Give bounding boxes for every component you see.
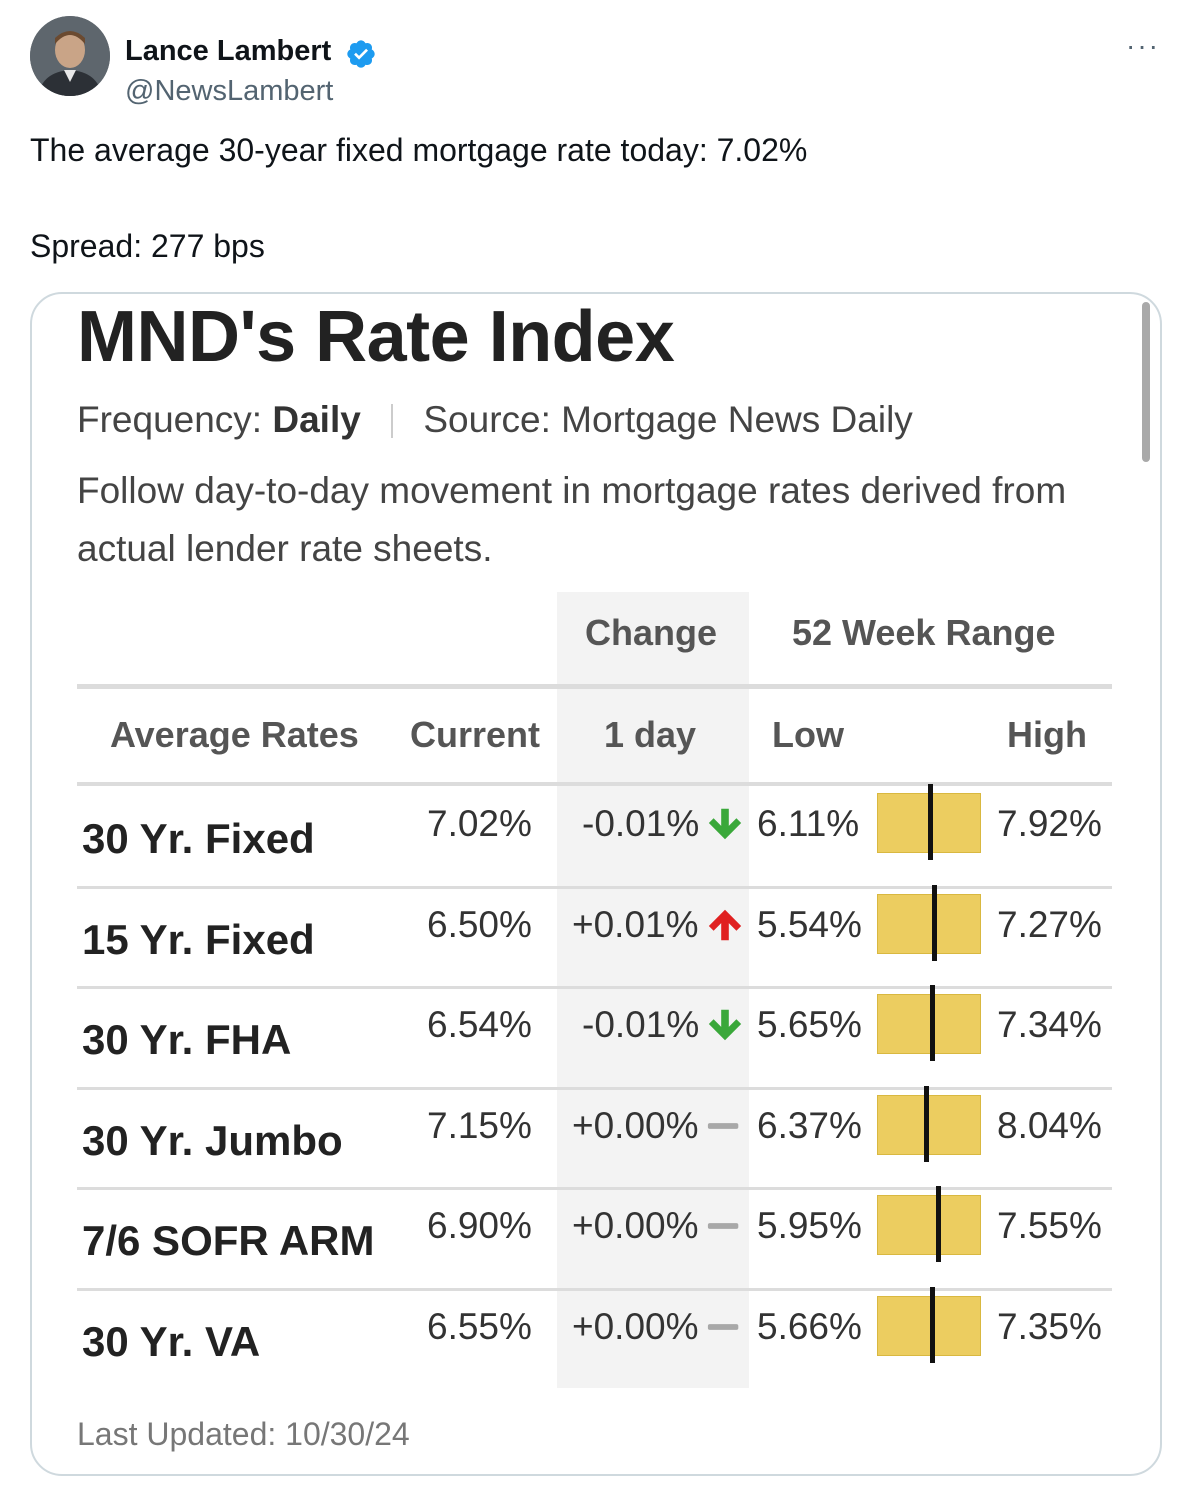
range-low: 5.95% xyxy=(757,1205,862,1246)
rate-current: 6.90% xyxy=(427,1205,532,1246)
card-meta: Frequency: Daily Source: Mortgage News D… xyxy=(77,394,913,446)
range-bar xyxy=(877,1186,981,1262)
range-low: 6.11% xyxy=(757,803,860,844)
rate-change: -0.01% xyxy=(582,1004,700,1045)
range-low: 5.54% xyxy=(757,903,862,945)
arrow-down-icon xyxy=(708,808,742,840)
rate-name: 30 Yr. Fixed xyxy=(82,815,315,862)
row-divider xyxy=(77,1187,1112,1190)
scrollbar[interactable] xyxy=(1142,302,1150,462)
source-label: Source: Mortgage News Daily xyxy=(423,399,913,440)
more-options-icon[interactable]: ··· xyxy=(1126,30,1160,61)
column-header-day: 1 day xyxy=(604,714,697,755)
rate-change: -0.01% xyxy=(582,803,700,844)
verified-badge-icon xyxy=(347,40,375,68)
table-row: 30 Yr. VA 6.55% +0.00% 5.66% 7.35% xyxy=(32,1286,1160,1390)
tweet-text-line: Spread: 277 bps xyxy=(30,228,265,264)
card-title: MND's Rate Index xyxy=(77,297,675,377)
rate-change: +0.00% xyxy=(572,1104,699,1146)
rate-name: 15 Yr. Fixed xyxy=(82,915,315,963)
range-high: 7.55% xyxy=(997,1205,1102,1246)
card-description: Follow day-to-day movement in mortgage r… xyxy=(77,470,1067,569)
column-header-high: High xyxy=(1007,714,1087,755)
row-divider xyxy=(77,986,1112,989)
table-row: 15 Yr. Fixed 6.50% +0.01% 5.54% 7.27% xyxy=(32,884,1160,988)
range-marker xyxy=(936,1186,941,1262)
range-marker xyxy=(928,784,933,860)
range-marker xyxy=(930,985,935,1061)
rate-index-image[interactable]: MND's Rate Index Frequency: Daily Source… xyxy=(30,292,1162,1476)
rate-current: 7.02% xyxy=(427,803,532,844)
author-name[interactable]: Lance Lambert xyxy=(125,35,332,67)
range-high: 7.27% xyxy=(997,903,1102,945)
dash-icon xyxy=(707,1122,739,1129)
arrow-down-icon xyxy=(708,1009,742,1041)
range-high: 7.92% xyxy=(997,803,1102,844)
change-column-background xyxy=(557,592,749,1388)
group-header-change: Change xyxy=(585,612,718,653)
dash-icon xyxy=(707,1223,739,1229)
range-low: 5.65% xyxy=(757,1004,862,1045)
last-updated: Last Updated: 10/30/24 xyxy=(77,1416,410,1452)
header-divider xyxy=(77,684,1112,689)
rate-current: 7.15% xyxy=(427,1104,532,1146)
table-row: 7/6 SOFR ARM 6.90% +0.00% 5.95% 7.55% xyxy=(32,1186,1160,1289)
row-divider xyxy=(77,885,1112,889)
column-header-low: Low xyxy=(772,714,844,755)
range-bar xyxy=(877,884,981,961)
rate-current: 6.50% xyxy=(427,903,532,945)
avatar[interactable] xyxy=(30,16,110,96)
frequency-value: Daily xyxy=(272,399,361,440)
range-marker xyxy=(924,1085,929,1162)
dash-icon xyxy=(707,1323,739,1330)
rate-current: 6.54% xyxy=(427,1004,532,1045)
rate-name: 30 Yr. Jumbo xyxy=(82,1116,343,1164)
rate-name: 30 Yr. VA xyxy=(82,1317,261,1365)
rate-name: 7/6 SOFR ARM xyxy=(82,1217,375,1264)
range-bar xyxy=(877,1085,981,1162)
rate-change: +0.00% xyxy=(572,1305,699,1347)
range-low: 6.37% xyxy=(757,1104,862,1146)
column-header-current: Current xyxy=(410,714,541,755)
arrow-up-icon xyxy=(708,909,742,940)
table-row: 30 Yr. Fixed 7.02% -0.01% 6.11% 7.92% xyxy=(32,784,1160,887)
range-marker xyxy=(932,884,937,961)
range-high: 8.04% xyxy=(997,1104,1102,1146)
rate-name: 30 Yr. FHA xyxy=(82,1016,292,1063)
tweet-header: Lance Lambert @NewsLambert ··· xyxy=(30,16,1160,107)
range-high: 7.34% xyxy=(997,1004,1102,1045)
table-row: 30 Yr. FHA 6.54% -0.01% 5.65% 7.34% xyxy=(32,985,1160,1088)
group-header-range: 52 Week Range xyxy=(792,612,1056,653)
range-high: 7.35% xyxy=(997,1305,1102,1347)
range-bar xyxy=(877,784,981,860)
range-low: 5.66% xyxy=(757,1305,862,1347)
frequency-label: Frequency: xyxy=(77,399,263,440)
rate-change: +0.00% xyxy=(572,1205,699,1246)
tweet-text: The average 30-year fixed mortgage rate … xyxy=(30,126,1150,270)
range-bar xyxy=(877,1286,981,1363)
author-handle[interactable]: @NewsLambert xyxy=(125,75,334,107)
row-divider xyxy=(77,1086,1112,1090)
range-marker xyxy=(930,1286,935,1363)
table-row: 30 Yr. Jumbo 7.15% +0.00% 6.37% 8.04% xyxy=(32,1085,1160,1189)
tweet-text-line: The average 30-year fixed mortgage rate … xyxy=(30,132,808,168)
row-divider xyxy=(77,1287,1112,1291)
rate-change: +0.01% xyxy=(572,903,699,945)
column-header-divider xyxy=(77,782,1112,786)
column-header-average: Average Rates xyxy=(110,714,359,755)
meta-divider xyxy=(391,404,394,438)
range-bar xyxy=(877,985,981,1061)
rate-current: 6.55% xyxy=(427,1305,532,1347)
